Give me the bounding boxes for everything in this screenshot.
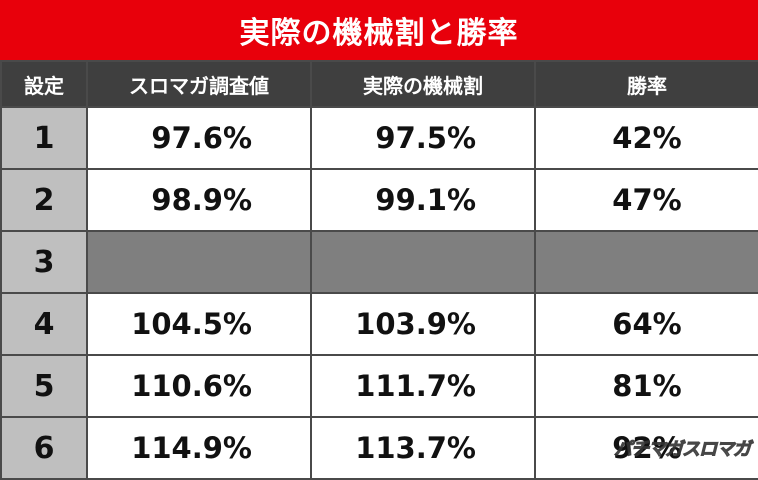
actual-cell — [310, 230, 536, 294]
setting-cell: 3 — [0, 230, 88, 294]
watermark-logo: パチマガスロマガ — [614, 439, 752, 461]
actual-cell: 99.1% — [310, 168, 536, 232]
table-row: 4 104.5% 103.9% 64% — [0, 292, 758, 356]
setting-cell: 4 — [0, 292, 88, 356]
rate-cell: 47% — [534, 168, 758, 232]
stats-table: 設定 スロマガ調査値 実際の機械割 勝率 1 97.6% 97.5% 42% 2… — [0, 60, 758, 480]
setting-cell: 1 — [0, 106, 88, 170]
actual-cell: 111.7% — [310, 354, 536, 418]
rate-cell — [534, 230, 758, 294]
survey-cell: 110.6% — [86, 354, 312, 418]
header-actual: 実際の機械割 — [310, 60, 536, 108]
header-survey: スロマガ調査値 — [86, 60, 312, 108]
table-row: 5 110.6% 111.7% 81% — [0, 354, 758, 418]
table-title: 実際の機械割と勝率 — [0, 0, 758, 60]
table-row: 1 97.6% 97.5% 42% — [0, 106, 758, 170]
header-rate: 勝率 — [534, 60, 758, 108]
actual-cell: 103.9% — [310, 292, 536, 356]
rate-cell: 42% — [534, 106, 758, 170]
survey-cell: 104.5% — [86, 292, 312, 356]
rate-cell: 81% — [534, 354, 758, 418]
survey-cell — [86, 230, 312, 294]
setting-cell: 2 — [0, 168, 88, 232]
actual-cell: 113.7% — [310, 416, 536, 480]
setting-cell: 6 — [0, 416, 88, 480]
table-row: 3 — [0, 230, 758, 294]
survey-cell: 97.6% — [86, 106, 312, 170]
survey-cell: 98.9% — [86, 168, 312, 232]
setting-cell: 5 — [0, 354, 88, 418]
header-setting: 設定 — [0, 60, 88, 108]
table-row: 2 98.9% 99.1% 47% — [0, 168, 758, 232]
rate-cell: 64% — [534, 292, 758, 356]
header-row: 設定 スロマガ調査値 実際の機械割 勝率 — [0, 60, 758, 108]
actual-cell: 97.5% — [310, 106, 536, 170]
survey-cell: 114.9% — [86, 416, 312, 480]
